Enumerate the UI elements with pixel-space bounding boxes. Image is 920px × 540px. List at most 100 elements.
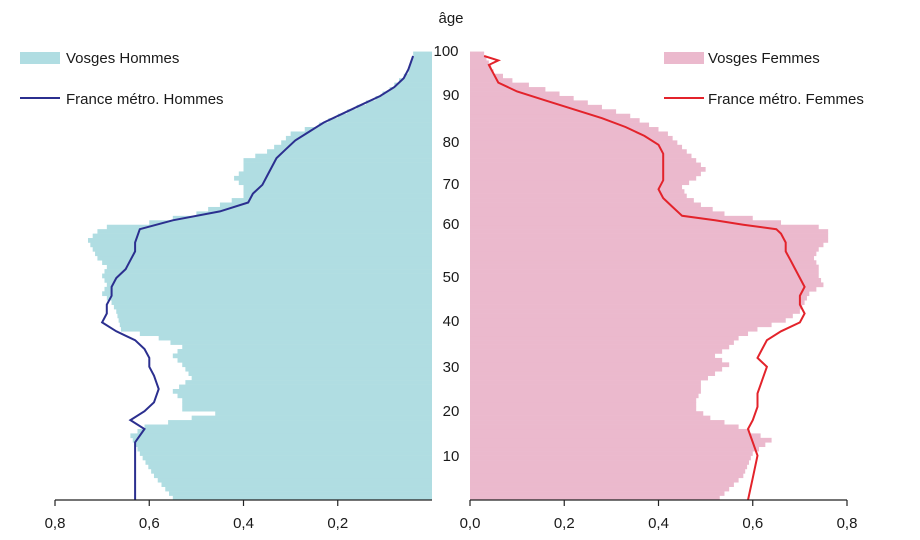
bar-men-age-34 <box>182 344 432 350</box>
legend: Vosges Hommes France métro. Hommes Vosge… <box>20 50 864 108</box>
bar-men-age-57 <box>90 242 432 248</box>
bar-women-age-60 <box>470 229 829 234</box>
bar-men-age-11 <box>137 446 432 452</box>
bar-women-age-54 <box>470 255 815 261</box>
bar-women-age-91 <box>470 91 560 97</box>
bar-women-age-41 <box>470 313 793 319</box>
bar-men-age-8 <box>145 460 433 465</box>
bar-women-age-29 <box>470 366 723 372</box>
bar-women-age-50 <box>470 273 819 279</box>
bar-women-age-46 <box>470 291 810 297</box>
bar-women-age-40 <box>470 317 786 323</box>
bar-men-age-75 <box>243 162 432 168</box>
age-tick-label-60: 60 <box>443 216 460 233</box>
bar-women-age-42 <box>470 309 800 314</box>
bar-men-age-71 <box>238 180 432 186</box>
bar-women-age-78 <box>470 149 687 154</box>
age-tick-label-20: 20 <box>443 403 460 420</box>
bar-women-age-73 <box>470 171 701 177</box>
bar-women-age-59 <box>470 233 829 239</box>
bar-men-age-52 <box>106 264 432 270</box>
bar-men-age-56 <box>92 246 432 252</box>
bar-men-age-10 <box>139 451 432 456</box>
bar-women-age-1 <box>470 491 725 496</box>
legend-label-france-men: France métro. Hommes <box>66 91 224 108</box>
bar-men-age-93 <box>394 82 432 88</box>
bar-women-age-44 <box>470 300 805 305</box>
bar-men-age-0 <box>172 495 432 501</box>
bar-men-age-62 <box>149 220 432 226</box>
legend-swatch-vosges-men <box>20 52 60 64</box>
bar-women-age-0 <box>470 495 720 501</box>
bar-women-age-48 <box>470 282 824 288</box>
bar-men-age-54 <box>97 255 432 261</box>
x-tick-label-left-0: 0,8 <box>45 515 66 532</box>
bar-women-age-19 <box>470 411 704 416</box>
age-tick-label-70: 70 <box>443 176 460 193</box>
legend-label-vosges-women: Vosges Femmes <box>708 50 820 67</box>
bar-men-age-42 <box>116 309 432 314</box>
bar-men-age-94 <box>399 78 432 83</box>
bar-women-age-13 <box>470 437 772 443</box>
bar-women-age-98 <box>470 60 489 66</box>
bar-women-age-65 <box>470 206 713 212</box>
bar-men-age-13 <box>132 437 432 443</box>
bar-men-age-55 <box>95 251 432 257</box>
bar-women-age-10 <box>470 451 753 456</box>
bar-men-age-33 <box>177 349 432 354</box>
age-tick-label-30: 30 <box>443 359 460 376</box>
bar-women-age-72 <box>470 175 697 181</box>
age-tick-label-90: 90 <box>443 87 460 104</box>
x-axis: 0,8 0,6 0,4 0,2 0,0 0,2 0,4 0,6 0,8 <box>45 499 857 532</box>
bar-women-age-32 <box>470 353 716 359</box>
bar-men-age-82 <box>290 131 433 137</box>
bar-men-age-81 <box>285 135 432 141</box>
age-tick-label-10: 10 <box>443 448 460 465</box>
legend-label-vosges-men: Vosges Hommes <box>66 50 179 67</box>
bar-men-age-43 <box>113 304 432 310</box>
bar-women-age-87 <box>470 109 617 115</box>
bar-women-age-36 <box>470 335 739 341</box>
bar-men-age-90 <box>375 95 432 101</box>
bar-women-age-76 <box>470 158 697 163</box>
bar-women-age-100 <box>470 51 485 57</box>
bar-men-age-84 <box>318 122 432 128</box>
x-tick-label-left-1: 0,6 <box>139 515 160 532</box>
x-tick-label-right-3: 0,6 <box>742 515 763 532</box>
bar-men-age-83 <box>304 127 432 132</box>
bar-men-age-97 <box>409 64 432 70</box>
bar-men-age-51 <box>104 269 432 274</box>
bar-men-age-86 <box>337 113 432 119</box>
bar-women-age-28 <box>470 371 716 376</box>
bar-women-age-15 <box>470 428 750 434</box>
x-tick-label-right-1: 0,2 <box>554 515 575 532</box>
bar-men-age-6 <box>151 468 432 474</box>
legend-label-france-women: France métro. Femmes <box>708 91 864 108</box>
bar-women-age-83 <box>470 127 659 132</box>
bar-women-age-56 <box>470 246 819 252</box>
x-ticks-left: 0,8 0,6 0,4 0,2 <box>45 500 348 532</box>
x-tick-label-left-3: 0,2 <box>327 515 348 532</box>
age-tick-label-80: 80 <box>443 134 460 151</box>
bar-women-age-74 <box>470 167 706 172</box>
bar-men-age-45 <box>106 295 432 301</box>
bar-men-age-74 <box>243 167 432 172</box>
bar-women-age-3 <box>470 482 734 487</box>
bar-women-age-82 <box>470 131 668 137</box>
bar-men-age-23 <box>177 393 432 399</box>
bar-men-age-44 <box>111 300 433 305</box>
bar-women-age-39 <box>470 322 772 328</box>
bar-women-age-71 <box>470 180 690 186</box>
bar-men-age-39 <box>119 322 433 328</box>
bar-women-age-63 <box>470 215 753 221</box>
france-men-line <box>100 55 415 500</box>
bar-men-age-87 <box>347 109 432 115</box>
bar-women-age-33 <box>470 349 723 354</box>
bar-men-age-27 <box>191 375 432 381</box>
bar-women-age-58 <box>470 238 829 243</box>
bar-women-age-2 <box>470 486 730 492</box>
bar-women-age-75 <box>470 162 701 168</box>
bar-men-age-17 <box>168 420 432 425</box>
bar-women-age-38 <box>470 326 758 332</box>
bar-men-age-28 <box>188 371 432 376</box>
